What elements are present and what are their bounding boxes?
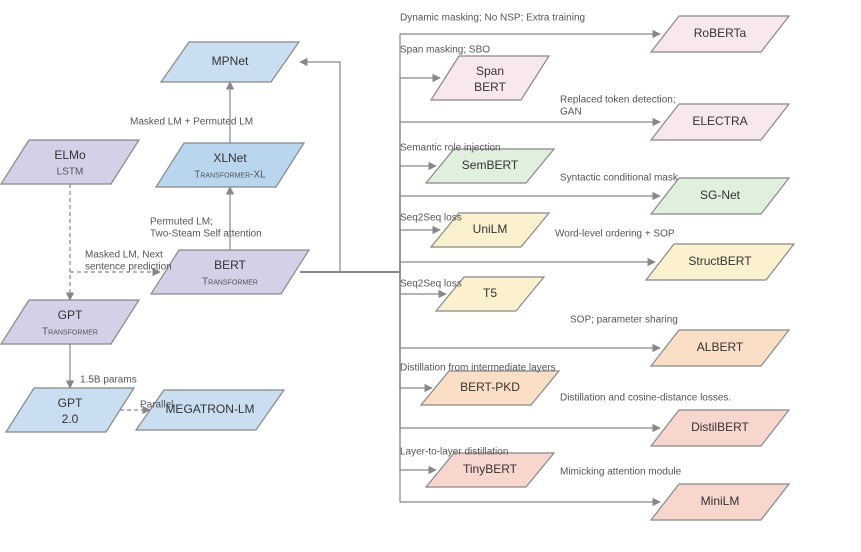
- node-label-t5: T5: [483, 286, 497, 300]
- node-label-roberta: RoBERTa: [694, 26, 747, 40]
- edge-label-bert-bertpkd: Distillation from intermediate layers: [400, 363, 556, 374]
- svg-text:Transformer: Transformer: [42, 327, 98, 338]
- edge-label-xlnet-mpnet: Masked LM + Permuted LM: [130, 117, 253, 128]
- edge-label-bert-albert: SOP; parameter sharing: [570, 315, 678, 326]
- edge-label-bert-electra: GAN: [560, 107, 582, 118]
- svg-text:LSTM: LSTM: [57, 167, 84, 178]
- edge-label-bert-unilm: Seq2Seq loss: [400, 213, 462, 224]
- edge-label-bert-t5: Seq2Seq loss: [400, 279, 462, 290]
- node-label-bert: BERT: [214, 258, 246, 272]
- diagram-canvas: ELMo LSTM GPT Transformer GPT 2.0 MEGATRON-LM B…: [0, 0, 861, 552]
- node-gpt2: GPT 2.0: [6, 388, 134, 432]
- edge-label-bert-sembert: Semantic role injection: [400, 143, 501, 154]
- node-bert: BERT Transformer: [151, 250, 309, 294]
- node-tinybert: TinyBERT: [426, 453, 554, 487]
- node-label-albert: ALBERT: [697, 340, 744, 354]
- node-label-elmo: ELMo: [54, 148, 86, 162]
- node-albert: ALBERT: [651, 330, 789, 366]
- edge-label-elmo-bert: sentence prediction: [85, 262, 172, 273]
- edge-label-bert-distilbert: Distillation and cosine-distance losses.: [560, 393, 731, 404]
- node-label-bertpkd: BERT-PKD: [460, 380, 520, 394]
- edge-label-bert-xlnet: Permuted LM;: [150, 217, 213, 228]
- node-label-electra: ELECTRA: [692, 114, 747, 128]
- node-distilbert: DistilBERT: [651, 410, 789, 446]
- svg-text:BERT: BERT: [474, 80, 506, 94]
- node-label-unilm: UniLM: [473, 222, 508, 236]
- node-label-gpt: GPT: [58, 308, 83, 322]
- node-sembert: SemBERT: [426, 149, 554, 183]
- edge-label-bert-structbert: Word-level ordering + SOP: [555, 229, 675, 240]
- node-elmo: ELMo LSTM: [1, 140, 139, 184]
- edge-label-gpt2-megatron: Parallel: [140, 400, 173, 411]
- node-roberta: RoBERTa: [651, 16, 789, 52]
- svg-text:Transformer-XL: Transformer-XL: [194, 170, 266, 181]
- node-label-tinybert: TinyBERT: [463, 462, 518, 476]
- node-label-spanbert: Span: [476, 64, 504, 78]
- svg-text:2.0: 2.0: [62, 412, 79, 426]
- node-bertpkd: BERT-PKD: [421, 371, 559, 405]
- svg-text:Transformer: Transformer: [202, 277, 258, 288]
- edge-label-bert-tinybert: Layer-to-layer distillation: [400, 447, 508, 458]
- node-label-minilm: MiniLM: [701, 494, 740, 508]
- node-mpnet: MPNet: [161, 42, 299, 82]
- edge-label-bert-electra: Replaced token detection;: [560, 95, 676, 106]
- node-label-gpt2: GPT: [58, 396, 83, 410]
- node-label-mpnet: MPNet: [212, 54, 249, 68]
- edge-label-bert-minilm: Mimicking attention module: [560, 467, 682, 478]
- edge-label-bert-sgnet: Syntactic conditional mask: [560, 173, 679, 184]
- edge-label-elmo-bert: Masked LM, Next: [85, 250, 163, 261]
- node-label-structbert: StructBERT: [688, 254, 752, 268]
- node-minilm: MiniLM: [651, 484, 789, 520]
- node-xlnet: XLNet Transformer-XL: [156, 143, 304, 187]
- edge-label-bert-spanbert: Span masking; SBO: [400, 45, 490, 56]
- node-label-megatron: MEGATRON-LM: [165, 402, 254, 416]
- node-spanbert: Span BERT: [431, 56, 549, 100]
- node-gpt: GPT Transformer: [1, 300, 139, 344]
- node-label-distilbert: DistilBERT: [691, 420, 749, 434]
- node-label-xlnet: XLNet: [213, 151, 247, 165]
- edge-label-bert-roberta: Dynamic masking; No NSP; Extra training: [400, 13, 585, 24]
- edge-label-gpt-gpt2: 1.5B params: [80, 375, 137, 386]
- edge-bert-spanbert: [300, 78, 440, 272]
- edge-bert-mpnet: [300, 62, 340, 272]
- edge-bert-unilm: [300, 230, 440, 272]
- node-structbert: StructBERT: [646, 244, 794, 280]
- node-label-sembert: SemBERT: [462, 158, 519, 172]
- edge-bert-structbert: [300, 262, 655, 272]
- edge-label-bert-xlnet: Two-Steam Self attention: [150, 229, 262, 240]
- node-electra: ELECTRA: [651, 104, 789, 140]
- node-label-sgnet: SG-Net: [700, 188, 741, 202]
